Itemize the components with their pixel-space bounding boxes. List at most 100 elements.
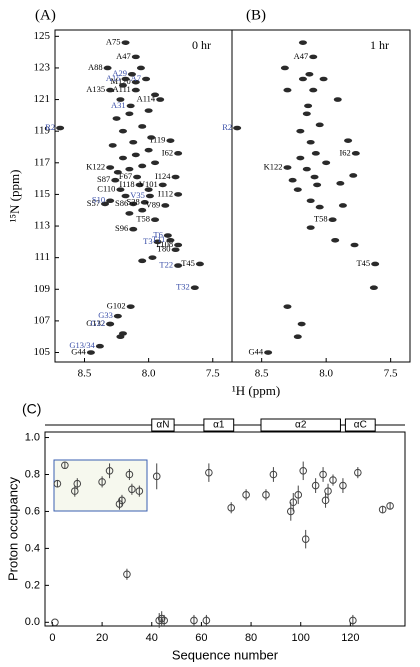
peak [106, 165, 115, 170]
y-tick-label: 0.6 [25, 505, 40, 517]
y-tick-label: 1.0 [25, 431, 40, 443]
peak [371, 261, 380, 267]
point [329, 476, 337, 484]
peak [351, 151, 360, 156]
peak [333, 97, 342, 102]
point [242, 491, 250, 499]
x-tick-label: 8.0 [142, 368, 156, 380]
peak [108, 143, 117, 148]
peak [136, 65, 145, 71]
peak-label: A29 [112, 68, 127, 78]
peak-label: T58 [136, 214, 150, 224]
peak [344, 138, 353, 143]
peak [156, 97, 165, 102]
peak-label: T32 [176, 282, 190, 292]
y-tick-label: 121 [34, 93, 51, 105]
peak-label: I62 [339, 147, 350, 157]
y-tick-label: 107 [34, 314, 51, 326]
point [321, 496, 330, 505]
peak-label: T45 [181, 258, 195, 268]
panel-label: (B) [246, 7, 266, 23]
peak-label: A7 [131, 73, 141, 83]
point [128, 485, 136, 494]
peak [171, 174, 180, 180]
y-tick-label: 0.0 [25, 616, 40, 628]
peak-label: I119 [150, 135, 165, 145]
y-tick-label: 0.4 [25, 542, 40, 554]
peak [121, 76, 130, 82]
peak-label: T3 [143, 236, 152, 246]
peak-label: S96 [115, 223, 128, 233]
peak [158, 182, 167, 188]
y-tick-label: 105 [34, 346, 51, 358]
peak [151, 92, 160, 98]
y-axis-label: Proton occupancy [5, 476, 20, 581]
x-axis-label: Sequence number [172, 647, 279, 662]
x-tick-label: 8.5 [78, 368, 92, 380]
peak-label: S87 [97, 174, 110, 184]
point [299, 467, 308, 475]
y-tick-label: 113 [34, 220, 51, 232]
peak [125, 211, 134, 216]
point [227, 503, 236, 512]
x-tick-label: 60 [195, 632, 207, 644]
peak [310, 174, 319, 180]
point [53, 479, 62, 488]
peak [233, 125, 242, 131]
peak-label: T45 [356, 258, 370, 268]
y-tick-label: 109 [34, 283, 51, 295]
peak [280, 65, 289, 71]
peak [174, 192, 183, 197]
point [262, 491, 270, 499]
peak [283, 304, 292, 309]
time-label: 0 hr [192, 38, 211, 52]
peak-label: K122 [264, 161, 283, 171]
peak [174, 151, 183, 156]
point [301, 535, 310, 543]
peak [56, 125, 65, 131]
peak [322, 160, 331, 166]
peak [306, 225, 315, 230]
y-axis-label: ¹⁵N (ppm) [7, 170, 22, 223]
point [157, 614, 166, 623]
peak-label: G33 [98, 310, 113, 320]
peak [125, 111, 134, 117]
peak-label: G12 [91, 318, 106, 328]
peak [298, 76, 307, 82]
point [160, 616, 168, 625]
peak [113, 313, 122, 319]
plot-frame [231, 29, 411, 363]
y-tick-label: 111 [34, 251, 50, 263]
peak [174, 242, 183, 248]
y-tick-label: 125 [34, 30, 51, 42]
x-axis-label: ¹H (ppm) [232, 383, 280, 398]
peak [313, 182, 322, 188]
peak [142, 76, 151, 82]
peak-label: A31 [111, 100, 126, 110]
peak-label: S10 [92, 195, 105, 205]
peak [144, 108, 153, 113]
peak [350, 242, 359, 248]
point [73, 479, 82, 488]
peak [309, 54, 318, 60]
peak [349, 173, 358, 178]
peak [118, 331, 127, 336]
peak [129, 139, 138, 145]
x-tick-label: 8.5 [255, 368, 269, 380]
x-tick-label: 7.5 [206, 368, 220, 380]
peak-label: A135 [86, 84, 105, 94]
peak-label: I118 [119, 179, 134, 189]
peak [118, 128, 127, 134]
peak [297, 321, 306, 327]
peak [288, 177, 297, 183]
point [70, 487, 79, 495]
x-tick-label: 80 [245, 632, 257, 644]
time-label: 1 hr [370, 38, 389, 52]
x-tick-label: 40 [146, 632, 158, 644]
peak [336, 181, 345, 186]
peak-label: S28 [127, 196, 140, 206]
peak [151, 160, 160, 166]
peak-label: T80 [157, 244, 171, 254]
peak-label: C110 [97, 184, 115, 194]
peak-label: T11 [152, 234, 165, 244]
